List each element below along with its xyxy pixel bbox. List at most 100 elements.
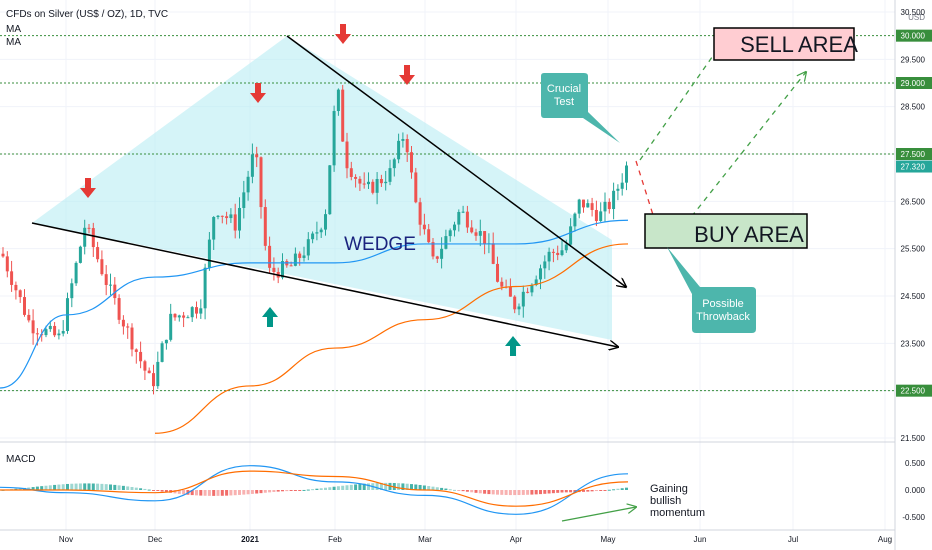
up-arrow-icon bbox=[505, 336, 521, 356]
candle-body bbox=[139, 351, 143, 362]
candle-body bbox=[263, 207, 267, 246]
macd-histogram-bar bbox=[66, 483, 69, 490]
down-arrow-icon bbox=[80, 178, 96, 198]
macd-histogram-bar bbox=[276, 490, 280, 492]
candle-body bbox=[220, 215, 224, 217]
macd-histogram-bar bbox=[625, 487, 628, 490]
macd-histogram-bar bbox=[336, 486, 340, 490]
macd-histogram-bar bbox=[487, 490, 491, 495]
macd-histogram-bar bbox=[543, 490, 547, 494]
candle-body bbox=[169, 313, 173, 340]
candle-body bbox=[70, 283, 74, 299]
candle-body bbox=[375, 178, 379, 193]
candle-body bbox=[117, 298, 121, 320]
time-tick-label: 2021 bbox=[241, 535, 259, 544]
candle-body bbox=[44, 329, 48, 336]
candle-body bbox=[216, 215, 220, 218]
candle-body bbox=[186, 317, 190, 319]
macd-histogram-bar bbox=[496, 490, 499, 495]
macd-histogram-bar bbox=[534, 490, 538, 495]
macd-histogram-bar bbox=[229, 490, 233, 496]
macd-histogram-bar bbox=[164, 490, 168, 493]
candle-body bbox=[388, 168, 392, 182]
candle-body bbox=[474, 232, 478, 236]
candle-body bbox=[401, 139, 405, 141]
level-badge-label: 27.500 bbox=[901, 150, 926, 159]
candle-body bbox=[530, 285, 534, 293]
macd-histogram-bar bbox=[190, 490, 194, 496]
macd-histogram-bar bbox=[306, 489, 310, 491]
candle-body bbox=[53, 325, 57, 336]
macd-histogram-bar bbox=[401, 483, 405, 490]
macd-histogram-bar bbox=[358, 484, 362, 490]
candle-body bbox=[422, 224, 426, 230]
macd-histogram-bar bbox=[104, 484, 108, 490]
candle-body bbox=[238, 207, 241, 231]
candle-body bbox=[379, 178, 383, 184]
macd-histogram-bar bbox=[612, 489, 616, 491]
candle-body bbox=[255, 154, 259, 158]
candle-body bbox=[83, 227, 87, 247]
candle-body bbox=[496, 263, 499, 282]
candle-body bbox=[444, 236, 448, 249]
buy-area-box bbox=[644, 213, 808, 249]
macd-histogram-bar bbox=[134, 487, 138, 490]
candle-body bbox=[10, 271, 14, 285]
macd-histogram-bar bbox=[212, 490, 216, 496]
candle-body bbox=[345, 141, 349, 169]
trend-lines bbox=[31, 35, 806, 522]
wedge-label: WEDGE bbox=[344, 234, 416, 255]
candle-body bbox=[177, 315, 181, 318]
moving-average-line bbox=[0, 219, 629, 389]
macd-histogram-bar bbox=[556, 490, 560, 493]
up-arrow-icon bbox=[262, 307, 278, 327]
level-badge bbox=[896, 148, 932, 160]
candle-body bbox=[435, 256, 439, 259]
buy-area-label: BUY AREA bbox=[694, 222, 804, 247]
macd-histogram-bar bbox=[594, 490, 598, 492]
macd-histogram-bar bbox=[152, 490, 155, 491]
candle-body bbox=[147, 370, 151, 374]
macd-histogram-bar bbox=[491, 490, 495, 495]
macd-histogram-bar bbox=[345, 485, 349, 490]
price-tick-label: 23.500 bbox=[901, 339, 926, 348]
macd-histogram-bar bbox=[87, 483, 91, 490]
macd-histogram-bar bbox=[539, 490, 542, 495]
macd-histogram-bar bbox=[199, 490, 203, 496]
candle-body bbox=[293, 253, 297, 266]
candle-body bbox=[199, 308, 203, 314]
candle-body bbox=[526, 291, 530, 293]
level-badge-label: 30.000 bbox=[901, 32, 926, 41]
macd-histogram-bar bbox=[160, 490, 164, 492]
candle-body bbox=[57, 333, 61, 336]
macd-histogram-bar bbox=[349, 484, 353, 490]
candle-body bbox=[74, 262, 78, 284]
throwback-callout: Possible Throwback bbox=[667, 247, 756, 333]
macd-histogram-bar bbox=[341, 485, 345, 490]
candle-body bbox=[491, 243, 495, 264]
candle-body bbox=[319, 229, 323, 233]
time-tick-label: Nov bbox=[59, 535, 73, 544]
candle-body bbox=[603, 201, 607, 212]
macd-histogram-bar bbox=[121, 485, 125, 490]
macd-histogram-bar bbox=[302, 489, 306, 491]
candle-body bbox=[113, 284, 117, 299]
candle-body bbox=[207, 239, 211, 268]
macd-histogram-bar bbox=[405, 483, 409, 490]
macd-histogram-bar bbox=[324, 487, 327, 490]
macd-histogram-bar bbox=[379, 482, 383, 490]
macd-histogram-bar bbox=[431, 486, 435, 490]
macd-histogram-bar bbox=[182, 490, 186, 495]
macd-histogram-bar bbox=[250, 490, 254, 494]
macd-histogram-bar bbox=[530, 490, 534, 495]
time-tick-label: Apr bbox=[510, 535, 523, 544]
candle-body bbox=[367, 181, 370, 185]
macd-histogram-bar bbox=[281, 490, 284, 492]
candle-body bbox=[534, 279, 538, 286]
candle-body bbox=[594, 209, 598, 221]
candle-body bbox=[349, 168, 353, 177]
candle-body bbox=[233, 214, 237, 231]
candle-body bbox=[156, 361, 160, 387]
wedge-shape bbox=[32, 36, 612, 340]
macd-histogram-bar bbox=[474, 490, 478, 493]
